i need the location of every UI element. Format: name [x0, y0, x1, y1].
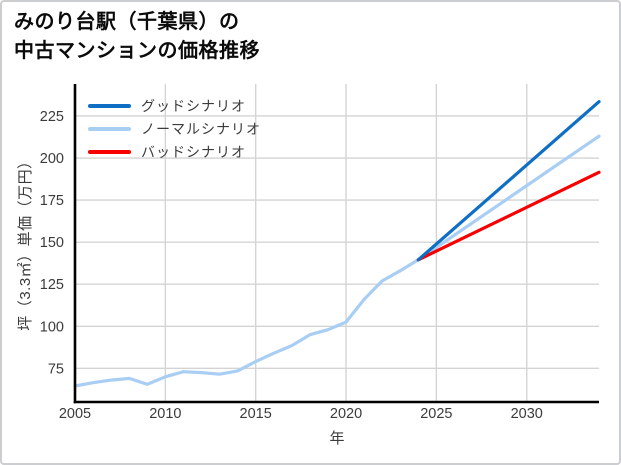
bad-scenario-line: [416, 170, 601, 262]
chart-title-line2: 中古マンションの価格推移: [14, 40, 260, 62]
x-tick-label: 2030: [511, 406, 543, 422]
y-tick-label: 75: [48, 361, 64, 377]
x-tick-label: 2025: [420, 406, 452, 422]
legend-swatch: [88, 104, 131, 108]
legend-label: グッドシナリオ: [141, 98, 246, 114]
legend-label: バッドシナリオ: [141, 144, 246, 160]
legend: グッドシナリオ ノーマルシナリオ バッドシナリオ: [88, 98, 261, 160]
legend-label: ノーマルシナリオ: [141, 121, 261, 137]
legend-swatch: [88, 150, 131, 154]
x-tick-label: 2020: [330, 406, 362, 422]
x-tick-label: 2005: [59, 406, 91, 422]
chart-title-line1: みのり台駅（千葉県）の: [14, 11, 240, 33]
y-tick-label: 225: [40, 109, 64, 125]
good-scenario-line: [416, 100, 601, 262]
legend-item-bad[interactable]: バッドシナリオ: [88, 144, 261, 160]
y-axis-label: 坪（3.3㎡）単価（万円）: [17, 153, 34, 331]
x-tick-label: 2010: [149, 406, 181, 422]
legend-item-normal[interactable]: ノーマルシナリオ: [88, 121, 261, 137]
x-tick-label: 2015: [240, 406, 272, 422]
y-tick-label: 100: [40, 319, 64, 335]
legend-swatch: [88, 127, 131, 131]
legend-item-good[interactable]: グッドシナリオ: [88, 98, 261, 114]
normal-scenario-line: [73, 134, 601, 388]
y-tick-label: 150: [40, 235, 64, 251]
y-tick-label: 125: [40, 277, 64, 293]
y-tick-label: 200: [40, 151, 64, 167]
chart-title: みのり台駅（千葉県）の 中古マンションの価格推移: [14, 8, 260, 66]
y-tick-label: 175: [40, 193, 64, 209]
x-axis-label: 年: [329, 430, 345, 447]
